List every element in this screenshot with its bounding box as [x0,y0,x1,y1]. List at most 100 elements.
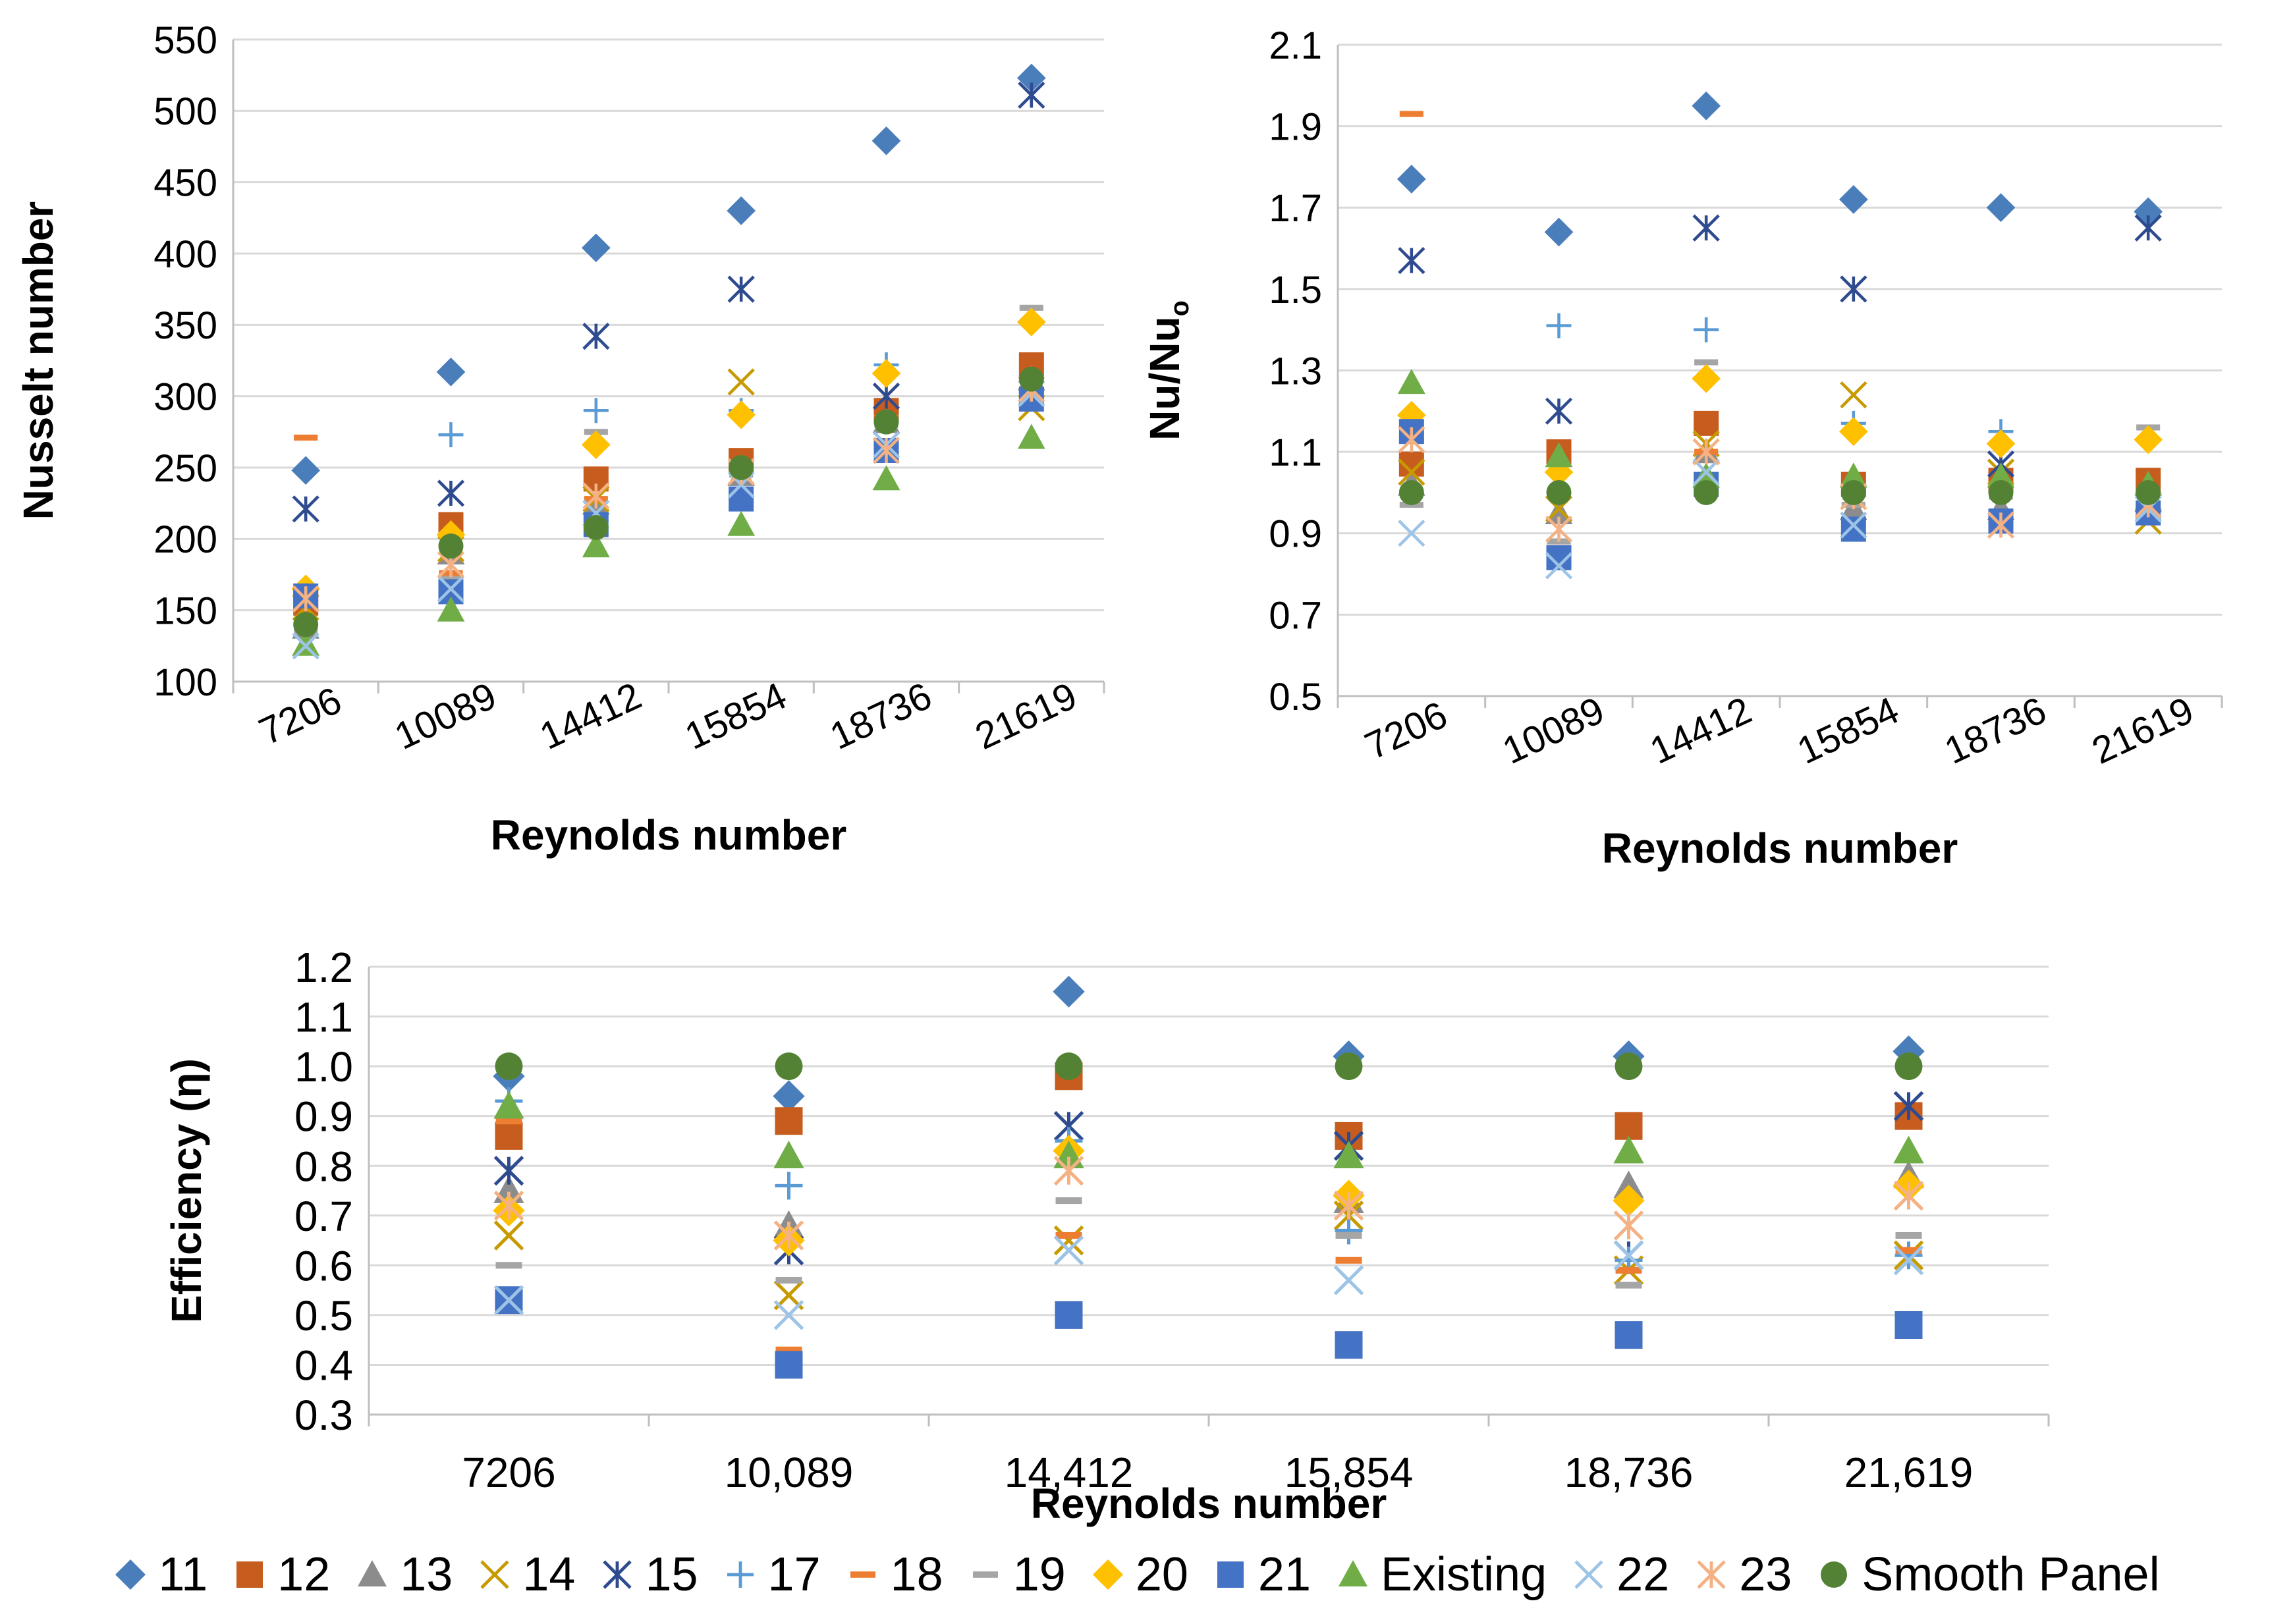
data-point [493,1285,524,1316]
data-point [1694,359,1719,365]
y-tick-label: 0.3 [294,1392,353,1439]
x-axis-title: Reynolds number [1602,825,1958,872]
data-point [1692,458,1720,486]
series-21 [1398,419,2161,570]
series-17 [293,352,1044,609]
series-13 [493,1141,1924,1238]
x-axis-title: Reynolds number [491,811,847,859]
y-tick-label: 250 [153,447,217,490]
data-point [2134,214,2162,242]
y-tick-label: 0.5 [1269,676,1322,718]
legend-marker-icon [236,1561,263,1588]
data-point [1397,369,1425,394]
data-point [1615,1112,1643,1140]
data-point [1333,1265,1364,1295]
legend-marker-icon [603,1560,632,1589]
legend-marker [1574,1560,1603,1589]
data-point [1838,417,1868,447]
y-axis-title: Nu/Nuo [1141,300,1194,441]
legend-marker [1821,1561,1848,1588]
data-point [1055,1197,1082,1204]
data-point [1894,1052,1923,1081]
data-point [775,1276,802,1284]
legend-label: 21 [1257,1548,1311,1601]
data-point [1018,366,1044,392]
chart-nusselt-number: 100 150 200 250 300 350 400 450 500 550 7206 10089 1… [14,19,1105,859]
legend-label: 18 [890,1548,943,1601]
legend-marker-icon [1697,1560,1726,1589]
series-12 [1398,410,2161,497]
legend-item: 11 [111,1548,207,1602]
data-point [1398,246,1425,275]
series-20 [493,1135,1925,1257]
data-point [773,1141,804,1169]
series-15 [1398,214,2162,478]
data-point [437,596,465,622]
data-point [1333,1190,1364,1221]
chart-nu-ratio: 0.5 0.7 0.9 1.1 1.3 1.5 1.7 1.9 2.1 7206 10089 1441… [1141,24,2223,872]
x-tick-label: 15,854 [1285,1449,1414,1496]
legend-marker [603,1560,632,1589]
y-tick-label: 1.7 [1269,187,1322,230]
data-point [1335,1331,1363,1359]
legend-marker-icon [1217,1561,1244,1588]
y-tick-label: 0.7 [1269,594,1322,637]
data-point [493,1091,524,1119]
data-point [1546,313,1572,338]
legend-marker [236,1561,263,1588]
data-point [294,434,318,441]
legend-item: 21 [1211,1548,1311,1602]
series-existing [1397,369,2163,496]
x-tick-label: 10089 [388,674,503,758]
data-point [291,456,321,485]
data-point [293,612,319,637]
legend-label: 15 [645,1548,698,1601]
data-point [871,359,901,388]
y-axis-title: Nusselt number [14,202,62,520]
y-tick-label: 0.5 [294,1292,353,1340]
series-smooth-panel [293,366,1044,637]
y-tick-label: 500 [153,90,217,133]
legend-marker [727,1561,754,1588]
data-point [292,630,320,656]
data-point [1613,1170,1644,1199]
data-point [439,576,463,582]
data-point [775,1052,803,1081]
legend-item: Existing [1333,1548,1547,1602]
y-tick-label: 100 [153,661,217,704]
y-tick-label: 1.5 [1269,269,1322,311]
data-point [438,422,464,448]
legend-marker [1217,1561,1244,1588]
data-point [1986,193,2016,223]
data-point [775,1107,803,1135]
data-point [727,400,756,429]
chart-efficiency: 0.30.40.50.60.70.80.91.01.11.2 7206 10,089… [163,944,2050,1527]
data-point [1613,1135,1644,1164]
legend-marker-icon [727,1561,754,1588]
data-point [1840,516,1866,542]
series-18 [495,1118,1922,1353]
legend-marker-icon [1339,1560,1368,1586]
x-tick-label: 21,619 [1844,1449,1974,1496]
data-point [1987,462,2015,488]
data-point [1398,520,1425,547]
legend-label: 20 [1135,1548,1188,1601]
data-point [1613,1240,1644,1271]
data-point [1893,1180,1924,1211]
data-point [1546,479,1572,505]
legend-item: 15 [597,1548,698,1602]
data-point [583,515,609,540]
series-23 [292,375,1045,612]
legend-item: 22 [1569,1548,1669,1602]
data-point [581,233,611,263]
data-point [1016,63,1046,93]
data-point [1986,429,2016,458]
data-point [1333,1141,1364,1169]
series-18 [1399,111,2161,545]
legend-item: 17 [721,1548,821,1602]
data-point [773,1080,805,1112]
legend-item: 23 [1692,1548,1792,1602]
series-21 [495,1286,1923,1379]
data-point [1840,479,1866,505]
data-point [493,1155,524,1186]
